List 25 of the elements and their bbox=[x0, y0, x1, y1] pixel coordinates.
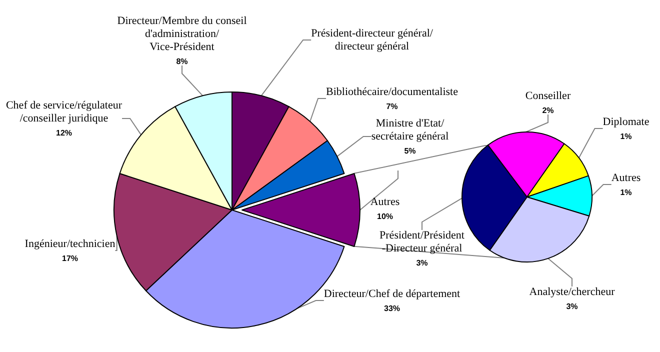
slice-label: Conseiller bbox=[525, 90, 571, 102]
data-label: 7% bbox=[386, 102, 398, 111]
slice-label: Chef de service/régulateur /conseiller juridique bbox=[6, 100, 122, 124]
slice-label: Analyste/chercheur bbox=[529, 286, 616, 298]
slice-label: Président-directeur général/ directeur général bbox=[311, 28, 434, 52]
data-label: 3% bbox=[566, 302, 578, 311]
slice-label: Directeur/Membre du conseil d'administration/ Vice-Président bbox=[117, 15, 247, 53]
data-label: 8% bbox=[176, 57, 188, 66]
data-label: 12% bbox=[56, 128, 72, 138]
data-label: 33% bbox=[384, 304, 400, 313]
data-label: 5% bbox=[404, 146, 416, 156]
data-label: 1% bbox=[620, 188, 632, 197]
slice-label: Ingénieur/technicien bbox=[24, 238, 116, 250]
slice-label: Ministre d'Etat/ secrétaire général bbox=[371, 118, 449, 142]
data-label: 17% bbox=[62, 254, 78, 263]
data-label: 3% bbox=[416, 258, 428, 268]
slice-label: Président/Président -Directeur général bbox=[380, 230, 464, 254]
slice-label: Directeur/Chef de département bbox=[324, 288, 460, 300]
data-label: 2% bbox=[542, 106, 554, 115]
slice-label: Diplomate bbox=[602, 116, 650, 128]
data-label: 1% bbox=[620, 132, 632, 141]
slice-label: Autres bbox=[611, 172, 641, 184]
slice-label: Bibliothécaire/documentaliste bbox=[326, 86, 458, 98]
data-label: 10% bbox=[376, 212, 394, 221]
slice-label: Autres bbox=[370, 196, 400, 208]
